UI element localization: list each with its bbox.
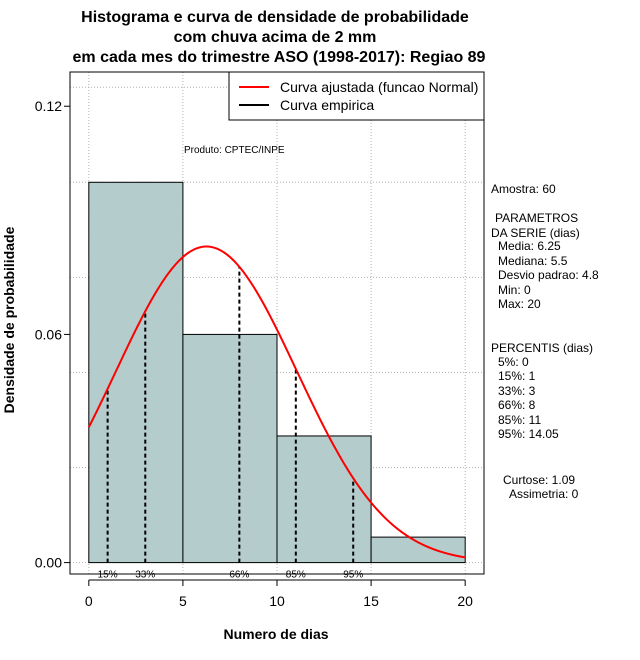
histogram-bar [88, 181, 184, 564]
x-tick-label: 5 [179, 593, 187, 609]
curve-layer [87, 245, 466, 559]
stat-p5: 5%: 0 [498, 355, 529, 369]
percentile-label: 85% [286, 570, 306, 581]
x-tick-label: 10 [269, 593, 285, 609]
stat-p95: 95%: 14.05 [498, 427, 559, 441]
stat-min: Min: 0 [498, 283, 531, 297]
y-tick-label: 0.12 [35, 98, 62, 114]
stat-assimetria: Assimetria: 0 [509, 487, 579, 501]
axes-layer: 0 5 10 15 20 0.00 0.06 0.12 [35, 98, 473, 609]
stat-parametros-title-2: DA SERIE (dias) [491, 226, 580, 240]
stat-p33: 33%: 3 [498, 384, 536, 398]
fitted-normal-curve [87, 245, 466, 559]
chart-title-line-2: com chuva acima de 2 mm [174, 29, 377, 46]
histogram-bar [276, 435, 372, 564]
stat-p66: 66%: 8 [498, 398, 536, 412]
legend-box [228, 71, 485, 121]
stat-mediana: Mediana: 5.5 [498, 254, 568, 268]
percentile-label: 95% [343, 570, 363, 581]
chart-title-line-3: em cada mes do trimestre ASO (1998-2017)… [73, 49, 486, 66]
stat-p15: 15%: 1 [498, 369, 536, 383]
percentile-label: 66% [229, 570, 249, 581]
product-annotation: Produto: CPTEC/INPE [184, 145, 285, 156]
bars-layer [88, 181, 466, 564]
percentile-lines-layer: 15% 33% 66% 85% 95% [98, 266, 363, 581]
x-tick-label: 20 [457, 593, 473, 609]
x-axis-title: Numero de dias [223, 626, 328, 642]
histogram-bar [182, 333, 278, 564]
stat-amostra: Amostra: 60 [491, 182, 556, 196]
percentile-label: 15% [98, 570, 118, 581]
stat-media: Media: 6.25 [498, 239, 561, 253]
stat-curtose: Curtose: 1.09 [503, 473, 575, 487]
histogram-bar [370, 536, 466, 564]
stat-percentis-title: PERCENTIS (dias) [491, 341, 593, 355]
y-tick-label: 0.06 [35, 326, 62, 342]
y-axis-title: Densidade de probabilidade [1, 226, 17, 413]
y-tick-label: 0.00 [35, 555, 62, 571]
percentile-label: 33% [135, 570, 155, 581]
x-tick-label: 0 [85, 593, 93, 609]
stats-panel: Amostra: 60 PARAMETROS DA SERIE (dias) M… [491, 182, 599, 501]
stat-desvio: Desvio padrao: 4.8 [498, 268, 599, 282]
chart-title: Histograma e curva de densidade de proba… [73, 9, 486, 66]
legend: Curva ajustada (funcao Normal) Curva emp… [228, 71, 485, 121]
stat-max: Max: 20 [498, 297, 541, 311]
stat-parametros-title-1: PARAMETROS [495, 211, 578, 225]
stat-p85: 85%: 11 [498, 413, 541, 427]
legend-label-empirical: Curva empirica [280, 97, 374, 113]
chart-title-line-1: Histograma e curva de densidade de proba… [81, 9, 469, 26]
x-tick-label: 15 [363, 593, 379, 609]
legend-label-fitted: Curva ajustada (funcao Normal) [280, 79, 478, 95]
